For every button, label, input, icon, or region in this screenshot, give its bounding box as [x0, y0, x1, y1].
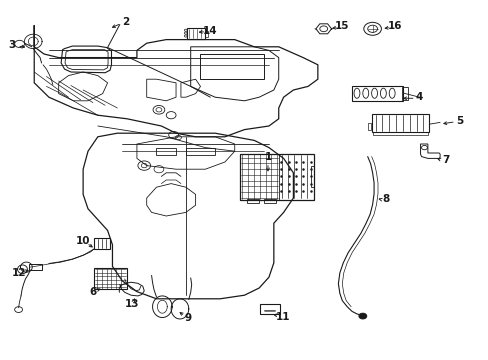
- Bar: [260, 304, 279, 314]
- Text: 5: 5: [455, 116, 462, 126]
- Text: 10: 10: [76, 236, 90, 246]
- Bar: [186, 28, 205, 39]
- Bar: [94, 268, 127, 289]
- Text: 15: 15: [334, 21, 349, 31]
- Text: 11: 11: [275, 312, 289, 322]
- Bar: [200, 54, 264, 79]
- Text: 2: 2: [122, 17, 129, 27]
- Bar: [239, 154, 278, 200]
- Text: 3: 3: [9, 40, 16, 50]
- Text: 9: 9: [184, 312, 191, 323]
- Text: 7: 7: [441, 155, 449, 165]
- Bar: [372, 132, 427, 135]
- Bar: [94, 238, 109, 249]
- Bar: [351, 86, 403, 101]
- Text: 12: 12: [12, 268, 27, 278]
- Bar: [401, 87, 407, 100]
- Text: 13: 13: [124, 299, 139, 309]
- Text: 8: 8: [382, 194, 389, 204]
- Circle shape: [358, 313, 366, 319]
- Bar: [29, 264, 41, 270]
- Bar: [239, 154, 313, 200]
- Text: 4: 4: [415, 92, 423, 102]
- Text: 1: 1: [264, 152, 271, 162]
- Text: 6: 6: [89, 287, 96, 297]
- Bar: [371, 114, 428, 132]
- Text: 16: 16: [387, 21, 402, 31]
- Text: 14: 14: [203, 26, 217, 36]
